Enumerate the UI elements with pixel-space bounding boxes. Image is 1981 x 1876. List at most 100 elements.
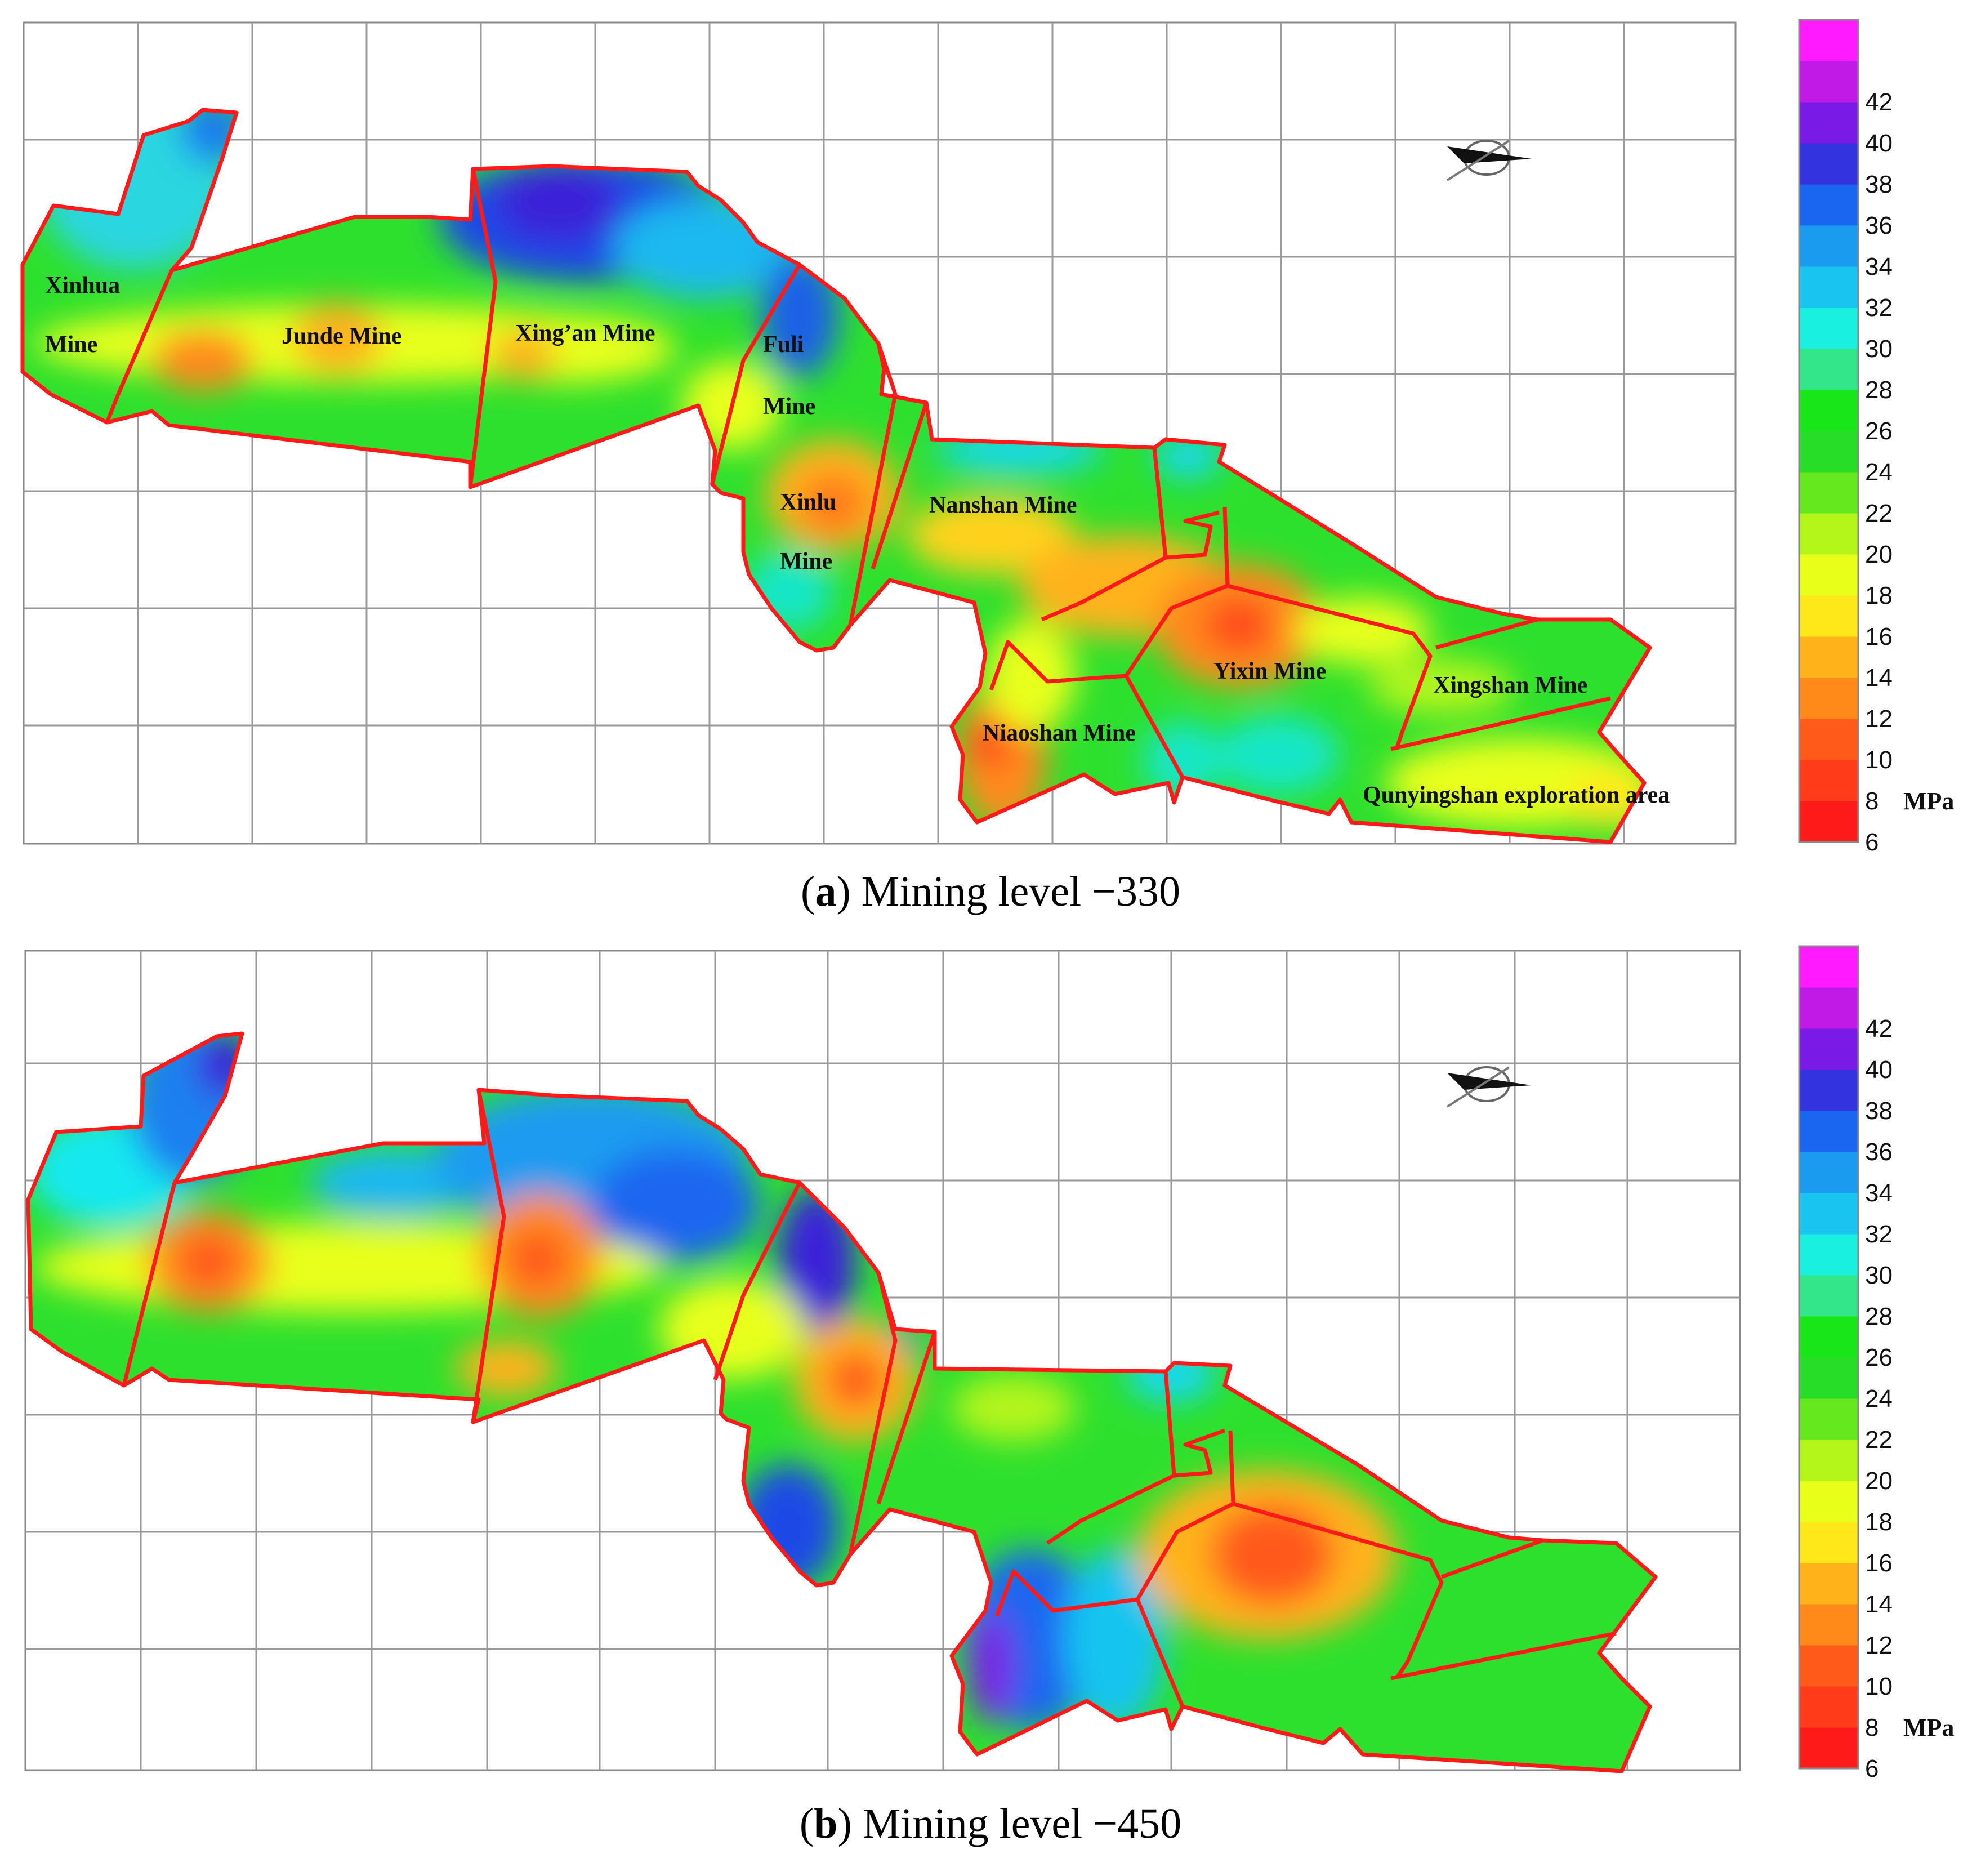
legend-tick-label: 34 bbox=[1865, 1179, 1893, 1207]
legend-tick-label: 38 bbox=[1865, 1097, 1893, 1125]
label-xinlu-2: Mine bbox=[780, 549, 832, 574]
legend-swatch bbox=[1799, 349, 1858, 390]
legend-swatch bbox=[1799, 1070, 1858, 1111]
legend-swatch bbox=[1799, 1645, 1858, 1687]
legend-tick-label: 36 bbox=[1865, 1138, 1893, 1166]
legend-swatch bbox=[1799, 266, 1858, 308]
legend-swatch bbox=[1799, 1234, 1858, 1276]
legend-swatch bbox=[1799, 1686, 1858, 1728]
legend-swatch bbox=[1799, 1604, 1858, 1646]
label-nanshan: Nanshan Mine bbox=[929, 492, 1077, 518]
legend-tick-label: 28 bbox=[1865, 1303, 1893, 1330]
stress-contour-field bbox=[23, 110, 1650, 842]
legend-swatch bbox=[1799, 554, 1858, 596]
legend-tick-label: 14 bbox=[1865, 1590, 1893, 1618]
legend-swatch bbox=[1799, 472, 1858, 514]
caption-b: (b) Mining level −450 bbox=[799, 1800, 1182, 1847]
panel-b-map: 6 8 10 12 14 16 18 20 22 24 26 28 30 32 34 36 38 40 42 MPa bbox=[24, 945, 1954, 1783]
legend-tick-label: 30 bbox=[1865, 1262, 1893, 1289]
legend-tick-label: 40 bbox=[1865, 130, 1893, 157]
legend-swatch bbox=[1799, 20, 1858, 61]
legend-frame bbox=[1798, 945, 1859, 1770]
legend-tick-label: 20 bbox=[1865, 541, 1893, 568]
legend-tick-label: 16 bbox=[1865, 623, 1893, 650]
legend-swatch bbox=[1799, 1522, 1858, 1563]
label-niaoshan: Niaoshan Mine bbox=[983, 720, 1136, 746]
legend-tick-label: 16 bbox=[1865, 1549, 1893, 1577]
legend-tick-label: 30 bbox=[1865, 335, 1893, 363]
legend-swatch bbox=[1799, 595, 1858, 637]
legend-swatch bbox=[1799, 1727, 1858, 1769]
legend-tick-label: 40 bbox=[1865, 1056, 1893, 1084]
legend-tick-label: 34 bbox=[1865, 253, 1893, 280]
legend-swatch bbox=[1799, 678, 1858, 719]
mine-boundaries bbox=[23, 110, 1650, 842]
legend-swatch bbox=[1799, 1111, 1858, 1152]
legend-tick-label: 42 bbox=[1865, 88, 1893, 116]
legend-swatch bbox=[1799, 719, 1858, 760]
legend-swatch bbox=[1799, 946, 1858, 988]
legend-tick-label: 24 bbox=[1865, 1385, 1893, 1412]
mine-boundaries bbox=[28, 1033, 1656, 1771]
legend-swatch bbox=[1799, 1563, 1858, 1605]
label-fuli-2: Mine bbox=[763, 394, 815, 420]
legend-tick-label: 6 bbox=[1865, 1755, 1879, 1783]
legend-swatch bbox=[1799, 143, 1858, 185]
legend-swatch bbox=[1799, 1152, 1858, 1193]
legend-swatch bbox=[1799, 1028, 1858, 1070]
legend-unit-label: MPa bbox=[1903, 787, 1954, 815]
legend-tick-label: 12 bbox=[1865, 1632, 1893, 1659]
legend-colorbar: 6 8 10 12 14 16 18 20 22 24 26 28 30 32 34 36 38 40 42 MPa bbox=[1798, 945, 1954, 1783]
legend-tick-label: 10 bbox=[1865, 746, 1893, 774]
legend-swatch bbox=[1799, 431, 1858, 473]
caption-a: (a) Mining level −330 bbox=[801, 868, 1180, 915]
legend-colorbar: 6 8 10 12 14 16 18 20 22 24 26 28 30 32 34 36 38 40 42 MPa bbox=[1798, 19, 1954, 856]
label-yixin: Yixin Mine bbox=[1213, 658, 1326, 684]
label-qunyingshan: Qunyingshan exploration area bbox=[1363, 782, 1670, 808]
legend-tick-label: 12 bbox=[1865, 705, 1893, 733]
legend-tick-label: 42 bbox=[1865, 1015, 1893, 1042]
label-xinhua-1: Xinhua bbox=[45, 273, 120, 298]
legend-tick-label: 18 bbox=[1865, 582, 1893, 609]
mine-labels: Xinhua Mine Junde Mine Xing’an Mine Fuli… bbox=[45, 273, 1670, 808]
compass-arrow-icon bbox=[1446, 1066, 1532, 1108]
legend-swatch bbox=[1799, 1398, 1858, 1440]
compass-arrow-icon bbox=[1446, 140, 1532, 181]
legend-tick-label: 10 bbox=[1865, 1673, 1893, 1700]
legend-tick-label: 8 bbox=[1865, 1714, 1879, 1741]
legend-tick-label: 24 bbox=[1865, 458, 1893, 486]
legend-tick-label: 32 bbox=[1865, 1220, 1893, 1248]
legend-swatch bbox=[1799, 308, 1858, 349]
legend-swatch bbox=[1799, 102, 1858, 144]
panel-a-map: Xinhua Mine Junde Mine Xing’an Mine Fuli… bbox=[0, 19, 1954, 856]
legend-swatch bbox=[1799, 636, 1858, 678]
legend-tick-label: 20 bbox=[1865, 1467, 1893, 1495]
legend-tick-label: 14 bbox=[1865, 664, 1893, 692]
legend-swatch bbox=[1799, 1357, 1858, 1399]
legend-swatch bbox=[1799, 390, 1858, 431]
legend-swatch bbox=[1799, 1440, 1858, 1481]
legend-swatch bbox=[1799, 513, 1858, 555]
legend-tick-label: 28 bbox=[1865, 376, 1893, 404]
label-xinhua-2: Mine bbox=[45, 332, 97, 358]
legend-swatch bbox=[1799, 1275, 1858, 1317]
label-xingshan: Xingshan Mine bbox=[1433, 672, 1587, 698]
legend-tick-label: 36 bbox=[1865, 212, 1893, 239]
legend-tick-label: 26 bbox=[1865, 1344, 1893, 1371]
legend-tick-label: 32 bbox=[1865, 294, 1893, 322]
legend-swatch bbox=[1799, 760, 1858, 801]
legend-swatch bbox=[1799, 184, 1858, 226]
legend-tick-label: 22 bbox=[1865, 500, 1893, 527]
label-junde: Junde Mine bbox=[282, 323, 402, 349]
legend-tick-label: 38 bbox=[1865, 171, 1893, 198]
legend-unit-label: MPa bbox=[1903, 1714, 1954, 1741]
legend-swatch bbox=[1799, 1193, 1858, 1235]
legend-tick-label: 26 bbox=[1865, 417, 1893, 445]
legend-swatch bbox=[1799, 1316, 1858, 1358]
legend-swatch bbox=[1799, 1481, 1858, 1522]
label-xingan: Xing’an Mine bbox=[515, 320, 655, 346]
legend-tick-label: 22 bbox=[1865, 1426, 1893, 1454]
legend-tick-label: 8 bbox=[1865, 787, 1879, 815]
legend-swatch bbox=[1799, 61, 1858, 103]
legend-frame bbox=[1798, 19, 1859, 843]
